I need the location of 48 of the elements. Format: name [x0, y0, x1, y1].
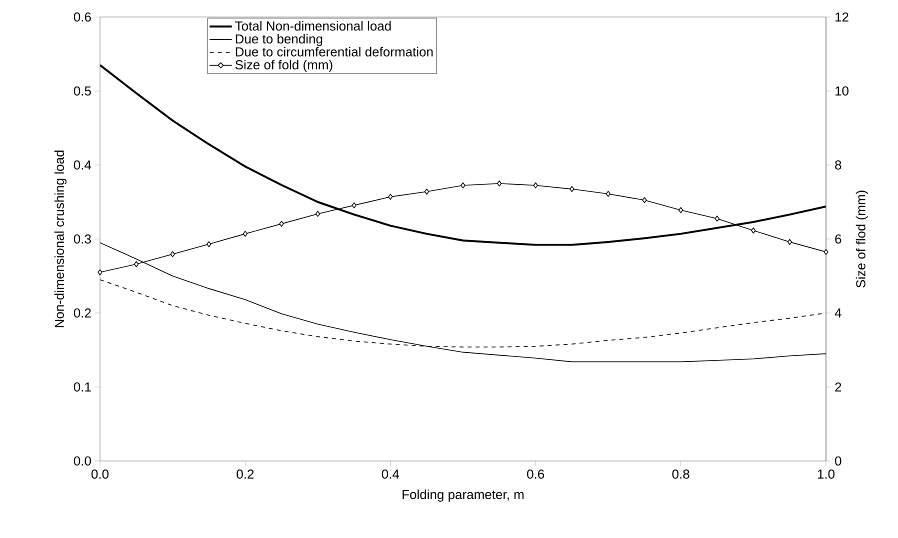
point [98, 269, 102, 276]
x-tick-label: 0.6 [527, 470, 544, 479]
y2-tick-label: 4 [834, 308, 842, 318]
y-tick-label: 0.4 [74, 160, 92, 170]
y-tick-label: 0.0 [74, 456, 91, 466]
point [570, 186, 574, 192]
point [824, 248, 828, 255]
y2-tick-label: 12 [836, 12, 848, 22]
point [751, 227, 756, 234]
point [424, 188, 430, 195]
point [606, 190, 611, 197]
y-tick-label: 0.5 [74, 86, 91, 96]
y-tick-label: 0.6 [74, 12, 91, 22]
point [787, 238, 792, 245]
point [170, 251, 175, 258]
point [134, 261, 139, 268]
y2-tick-label: 2 [835, 382, 842, 392]
y2-tick-label: 0 [835, 456, 842, 466]
point [460, 182, 466, 188]
y-tick-label: 0.1 [74, 382, 91, 392]
y2-tick-label: 6 [835, 234, 842, 244]
x-tick-label: 0.4 [382, 470, 400, 479]
point [352, 202, 356, 208]
y2-axis-title: Size of flod (mm) [856, 190, 868, 288]
point [496, 180, 502, 186]
x-tick-label: 0.2 [236, 470, 254, 479]
point [533, 182, 538, 188]
point [315, 210, 320, 217]
x-tick-label: 0.0 [91, 470, 109, 479]
legend-label: Total Non-dimensional load [235, 21, 391, 31]
point [642, 197, 647, 204]
point [678, 207, 684, 214]
legend-label: Due to bending [236, 34, 322, 46]
point [206, 241, 212, 248]
y-axis-title: Non-dimensional crushing load [54, 150, 67, 328]
y-tick-label: 0.2 [74, 308, 91, 318]
x-tick-label: 0.8 [672, 470, 690, 479]
point [714, 216, 720, 222]
point [242, 230, 248, 237]
legend-label: Due to circumferential deformation [236, 46, 433, 56]
x-tick-label: 1.0 [818, 470, 835, 479]
y2-tick-label: 8 [835, 160, 842, 170]
legend-label: Size of fold (mm) [235, 60, 332, 72]
y-tick-label: 0.3 [74, 234, 91, 244]
x-axis-title: Folding parameter, m [402, 490, 524, 502]
y2-tick-label: 10 [836, 86, 848, 96]
point [279, 220, 284, 227]
point [388, 194, 393, 200]
